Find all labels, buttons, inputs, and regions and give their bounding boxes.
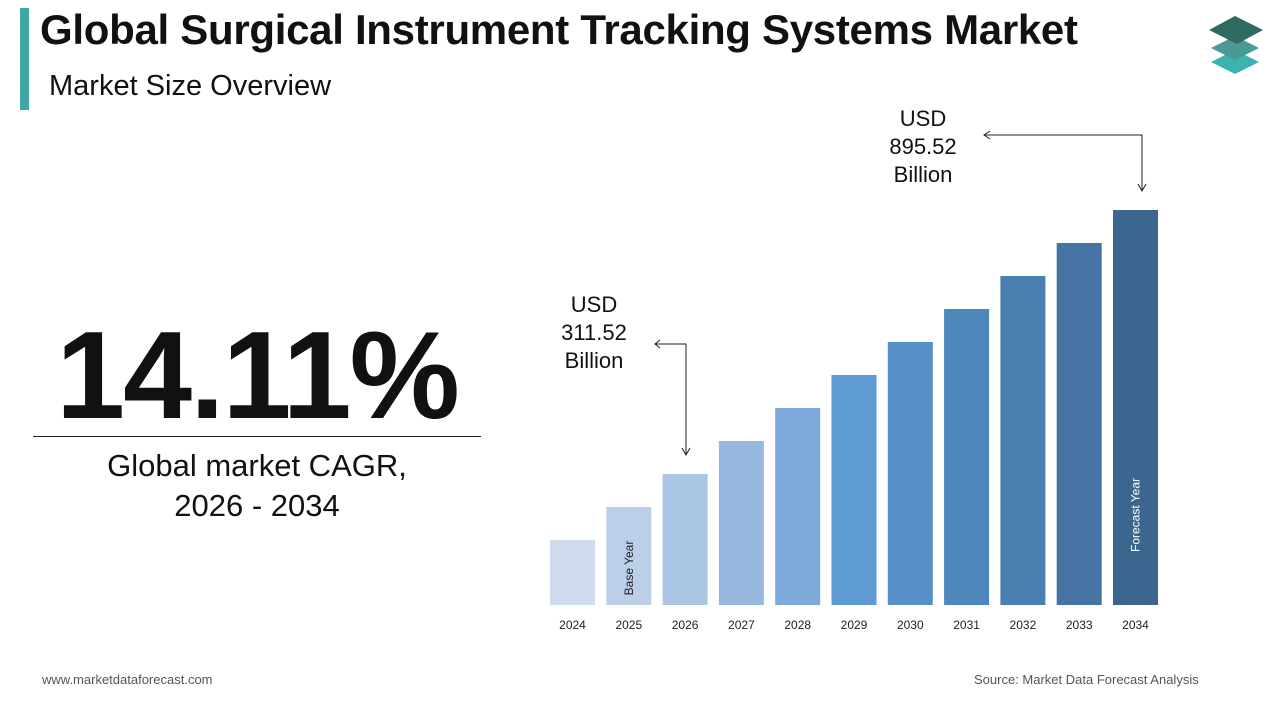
annotation-value: 895.52 — [889, 134, 957, 159]
page-subtitle: Market Size Overview — [49, 70, 332, 102]
annotation-unit: Billion — [893, 162, 953, 187]
x-tick-label: 2026 — [672, 618, 699, 632]
x-tick-label: 2034 — [1122, 618, 1149, 632]
title-accent-bar — [20, 8, 29, 110]
annotation-currency: USD — [899, 106, 947, 131]
bar-2025 — [606, 507, 652, 605]
bar-2034 — [1113, 210, 1158, 605]
bar-2027 — [718, 441, 764, 605]
layers-logo-icon — [1209, 16, 1263, 74]
x-tick-label: 2025 — [615, 618, 642, 632]
bar-2030 — [887, 342, 933, 605]
annotation-currency: USD — [570, 292, 618, 317]
page-title: Global Surgical Instrument Tracking Syst… — [40, 6, 1078, 53]
annotation-2026: USD 311.52 Billion — [548, 291, 640, 375]
bar-2028 — [775, 408, 821, 605]
x-tick-label: 2031 — [953, 618, 980, 632]
divider — [33, 436, 481, 437]
x-tick-label: 2024 — [559, 618, 586, 632]
x-tick-label: 2029 — [841, 618, 868, 632]
annotation-value: 311.52 — [561, 320, 627, 345]
annotation-arrow-2034 — [984, 134, 1143, 190]
cagr-label-line1: Global market CAGR, — [107, 448, 407, 483]
forecast-year-label: Forecast Year — [1129, 478, 1143, 552]
annotation-arrow-2026 — [655, 343, 687, 454]
bar-2026 — [662, 474, 708, 605]
cagr-label-period: 2026 - 2034 — [174, 488, 340, 523]
website-link[interactable]: www.marketdataforecast.com — [42, 672, 213, 687]
bar-2032 — [1000, 276, 1046, 605]
cagr-value: 14.11% — [56, 307, 460, 445]
cagr-label: Global market CAGR, 2026 - 2034 — [33, 446, 481, 526]
x-tick-label: 2030 — [897, 618, 924, 632]
annotation-unit: Billion — [564, 348, 624, 373]
bar-2029 — [831, 375, 877, 605]
x-tick-label: 2032 — [1010, 618, 1037, 632]
bar-2033 — [1056, 243, 1102, 605]
bar-2031 — [944, 309, 990, 605]
x-tick-label: 2028 — [784, 618, 811, 632]
x-tick-label: 2027 — [728, 618, 755, 632]
base-year-label: Base Year — [622, 541, 636, 596]
annotation-2034: USD 895.52 Billion — [870, 105, 976, 189]
bar-2024 — [550, 540, 595, 605]
x-tick-label: 2033 — [1066, 618, 1093, 632]
source-note: Source: Market Data Forecast Analysis — [974, 672, 1199, 687]
